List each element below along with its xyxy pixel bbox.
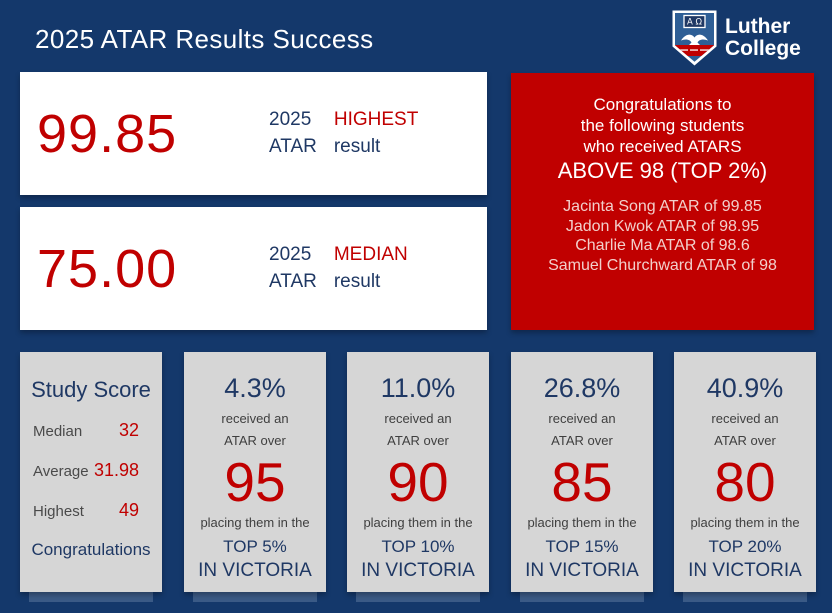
percent-card-top5: 4.3% received an ATAR over 95 placing th… (184, 352, 326, 592)
percent-value: 40.9% (706, 373, 784, 403)
study-label: Average (33, 463, 89, 480)
percent-card-top10: 11.0% received an ATAR over 90 placing t… (347, 352, 489, 592)
percent-line2: ATAR over (551, 433, 613, 448)
percent-value: 4.3% (224, 373, 286, 403)
atar-suffix: result (333, 136, 381, 157)
study-row: Highest 49 (33, 500, 149, 521)
percent-line1: received an (548, 411, 616, 426)
congrats-heading-line: who received ATARS (583, 137, 742, 156)
congrats-heading-line: Congratulations to (593, 95, 732, 114)
atar-cutoff: 80 (714, 451, 776, 513)
study-score-rows: Median 32 Average 31.98 Highest 49 (20, 420, 162, 521)
study-score-card: Study Score Median 32 Average 31.98 High… (20, 352, 162, 592)
top-percent: TOP 15% (545, 537, 619, 556)
congrats-heading-line: the following students (580, 116, 745, 135)
atar-metric: ATAR (269, 136, 317, 157)
top-percent: TOP 5% (223, 537, 287, 556)
region-label: IN VICTORIA (688, 560, 802, 581)
percent-line3: placing them in the (200, 515, 310, 530)
study-score-footer: Congratulations (31, 540, 151, 559)
atar-year: 2025 (269, 244, 312, 265)
percent-value: 11.0% (380, 373, 456, 403)
atar-year: 2025 (269, 109, 312, 130)
percent-line3: placing them in the (527, 515, 637, 530)
congrats-heading-line: ABOVE 98 (TOP 2%) (557, 158, 768, 183)
atar-cutoff: 90 (387, 451, 449, 513)
study-label: Median (33, 423, 83, 440)
percent-line2: ATAR over (714, 433, 776, 448)
percent-line1: received an (384, 411, 452, 426)
student-line: Samuel Churchward ATAR of 98 (548, 256, 777, 274)
luther-shield-icon: Α Ω (672, 10, 717, 66)
highest-atar-value: 99.85 (37, 103, 178, 164)
logo-wordmark-line2: College (725, 37, 801, 60)
student-line: Jadon Kwok ATAR of 98.95 (565, 217, 760, 235)
shield-bird-icon (681, 34, 708, 45)
atar-highlight: MEDIAN (333, 244, 408, 265)
median-atar-label: 2025 MEDIAN ATAR result (269, 244, 408, 293)
median-atar-card: 75.00 2025 MEDIAN ATAR result (20, 207, 487, 330)
percent-card-top20: 40.9% received an ATAR over 80 placing t… (674, 352, 816, 592)
highest-atar-card: 99.85 2025 HIGHEST ATAR result (20, 72, 487, 195)
atar-cutoff: 85 (551, 451, 613, 513)
atar-highlight: HIGHEST (333, 109, 419, 130)
percent-line3: placing them in the (690, 515, 800, 530)
congrats-heading: Congratulations to the following student… (511, 94, 814, 184)
region-label: IN VICTORIA (361, 560, 475, 581)
percent-line3: placing them in the (363, 515, 473, 530)
highest-atar-label: 2025 HIGHEST ATAR result (269, 109, 418, 158)
shield-alpha-omega: Α Ω (687, 18, 703, 28)
percent-value: 26.8% (543, 373, 621, 403)
top-percent: TOP 10% (381, 537, 455, 556)
study-label: Highest (33, 503, 84, 520)
percent-line1: received an (221, 411, 289, 426)
atar-cutoff: 95 (224, 451, 286, 513)
logo-wordmark-line1: Luther (725, 15, 791, 38)
percent-line1: received an (711, 411, 779, 426)
top-percent: TOP 20% (708, 537, 782, 556)
percent-line2: ATAR over (387, 433, 449, 448)
study-row: Median 32 (33, 420, 149, 441)
region-label: IN VICTORIA (198, 560, 312, 581)
logo-wordmark: Luther College (725, 16, 801, 67)
median-atar-value: 75.00 (37, 238, 178, 299)
congrats-panel: Congratulations to the following student… (511, 73, 814, 330)
study-value: 32 (118, 420, 139, 440)
study-row: Average 31.98 (33, 460, 149, 481)
atar-metric: ATAR (269, 271, 317, 292)
percent-line2: ATAR over (224, 433, 286, 448)
luther-college-logo: Α Ω Luther College (671, 9, 801, 67)
percent-card-top15: 26.8% received an ATAR over 85 placing t… (511, 352, 653, 592)
student-line: Jacinta Song ATAR of 99.85 (563, 198, 762, 215)
page-title: 2025 ATAR Results Success (35, 24, 374, 54)
student-line: Charlie Ma ATAR of 98.6 (575, 237, 750, 254)
region-label: IN VICTORIA (525, 560, 639, 581)
study-score-title: Study Score (31, 377, 151, 402)
student-list: Jacinta Song ATAR of 99.85 Jadon Kwok AT… (511, 197, 814, 275)
study-value: 31.98 (93, 460, 139, 480)
study-value: 49 (118, 500, 139, 520)
atar-suffix: result (333, 271, 381, 292)
